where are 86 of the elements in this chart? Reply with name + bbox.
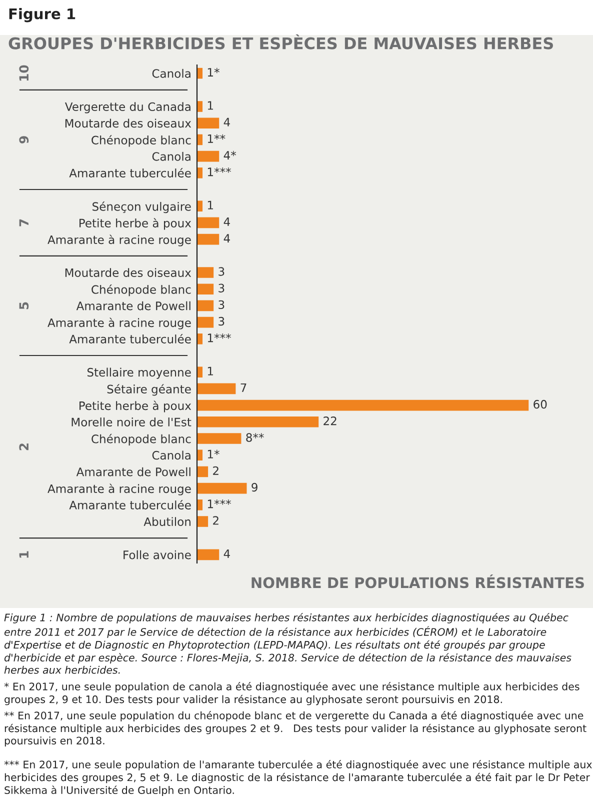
- bar: [197, 516, 208, 527]
- bar: [197, 168, 203, 178]
- data-label: 4: [224, 118, 230, 126]
- y-tick-label: Canola: [152, 152, 190, 161]
- data-label: 1***: [208, 168, 231, 176]
- bar: [197, 433, 242, 444]
- data-label: 1*: [208, 68, 220, 76]
- data-label: 2: [213, 466, 218, 475]
- data-label: 1: [208, 200, 213, 210]
- y-tick-label: Amarante tuberculée: [69, 500, 191, 510]
- text: *** En 2017, une seule population de l'amarante tuberculée a été diagnostiquée avec une résistance multiple aux herbicides des groupes 2, 5 et 9. Le diagnostic de la résistance de l'amarante tuberculée a été fait par le Dr Peter Sikkema à l'Université de Guelph en Ontario.: [4, 760, 592, 796]
- bar: [197, 118, 220, 128]
- y-tick-label: Petite herbe à poux: [80, 218, 192, 230]
- data-label: 4: [224, 549, 230, 558]
- bar: [197, 416, 319, 428]
- y-tick-label: Amarante à racine rouge: [48, 318, 191, 330]
- bar: [197, 267, 214, 278]
- bar: [197, 217, 220, 228]
- data-label: 3: [218, 300, 224, 310]
- text: 10: [19, 65, 29, 81]
- data-label: 4: [224, 234, 230, 242]
- bar: [197, 316, 214, 328]
- bar: [197, 500, 203, 510]
- y-tick-label: Amarante de Powell: [76, 467, 190, 476]
- y-tick-label: Vergerette du Canada: [64, 102, 190, 114]
- text: * En 2017, une seule population de canola a été diagnostiquée avec une résistance multiple aux herbicides des groupes 2, 9 et 10. Des tests pour valider la résistance au glyphosate seront poursuivis en 2018.: [4, 682, 580, 706]
- bar: [197, 334, 203, 344]
- y-tick-label: Stellaire moyenne: [87, 368, 191, 379]
- y-tick-label: Folle avoine: [124, 550, 191, 560]
- data-label: 3: [218, 267, 224, 276]
- text: 2: [19, 444, 28, 450]
- y-tick-label: Amarante tuberculée: [69, 334, 191, 344]
- data-label: 4: [224, 217, 230, 226]
- y-tick-label: Abutilon: [144, 517, 190, 526]
- bar: [197, 400, 529, 411]
- bar: [197, 366, 203, 378]
- text: 9: [19, 136, 29, 144]
- data-label: 9: [252, 482, 258, 492]
- data-label: 1: [208, 101, 213, 110]
- data-label: 60: [534, 400, 547, 409]
- data-label: 7: [240, 383, 246, 392]
- data-label: 3: [218, 316, 224, 326]
- text: 1: [19, 551, 28, 558]
- bar: [197, 383, 236, 394]
- bar: [197, 549, 220, 560]
- text: Figure 1: [9, 8, 76, 22]
- bar: [197, 234, 220, 245]
- y-tick-label: Amarante de Powell: [76, 301, 190, 310]
- data-label: 8**: [246, 433, 264, 442]
- y-tick-label: Moutarde des oiseaux: [65, 268, 192, 278]
- y-tick-label: Chénopode blanc: [92, 135, 191, 147]
- y-tick-label: Canola: [152, 450, 190, 460]
- y-tick-label: Moutarde des oiseaux: [65, 118, 192, 128]
- data-label: 1***: [208, 500, 231, 508]
- chart-subtitle: GROUPES D'HERBICIDES ET ESPÈCES DE MAUVAISES HERBES: [8, 34, 553, 50]
- y-tick-label: Amarante à racine rouge: [48, 234, 191, 246]
- y-tick-label: Canola: [152, 68, 190, 78]
- text: 5: [19, 302, 29, 310]
- text: ** En 2017, une seule population du chénopode blanc et de vergerette du Canada a été diagnostiquée avec une résistance multiple aux herbicides des groupes 2 et 9. Des tests pour valider la résistance au glyphosate seront poursuivis en 2018.: [4, 711, 586, 746]
- data-label: 2: [213, 516, 218, 525]
- y-tick-label: Chénopode blanc: [92, 434, 191, 446]
- data-label: 1*: [208, 450, 220, 458]
- data-label: 4*: [224, 150, 236, 160]
- data-label: 1***: [208, 334, 231, 342]
- x-axis-title: NOMBRE DE POPULATIONS RÉSISTANTES: [252, 574, 584, 588]
- bar: [197, 466, 208, 478]
- bar: [197, 150, 220, 162]
- bar: [197, 101, 203, 112]
- data-label: 1**: [208, 134, 226, 143]
- y-tick-label: Petite herbe à poux: [80, 400, 192, 412]
- bar: [197, 300, 214, 312]
- y-tick-label: Amarante tuberculée: [69, 168, 191, 178]
- y-tick-label: Morelle noire de l'Est: [72, 418, 192, 426]
- y-tick-label: Sétaire géante: [107, 384, 191, 396]
- y-tick-label: Séneçon vulgaire: [92, 201, 191, 214]
- caption: Figure 1 : Nombre de populations de mauvaises herbes résistantes aux herbicides diagnostiquées au Québec entre 2011 et 2017 par le Service de détection de la résistance aux herbicides (CÉROM) et le Laboratoire d'Expertise et de Diagnostic en Phytoprotection (LEPD-MAPAQ). Les résultats ont été groupés par groupe d'herbicide et par espèce. Source : Flores-Mejia, S. 2018. Service de détection de la résistance des mauvaises herbes aux herbicides.: [4, 613, 572, 674]
- bar: [197, 284, 214, 294]
- bar: [197, 482, 247, 494]
- data-label: 22: [324, 416, 336, 426]
- data-label: 1: [208, 366, 213, 376]
- data-label: 3: [218, 284, 224, 292]
- y-tick-label: Chénopode blanc: [92, 284, 191, 296]
- text: 7: [19, 219, 28, 226]
- y-tick-label: Amarante à racine rouge: [48, 484, 191, 496]
- bar: [197, 450, 203, 460]
- bar: [197, 200, 203, 212]
